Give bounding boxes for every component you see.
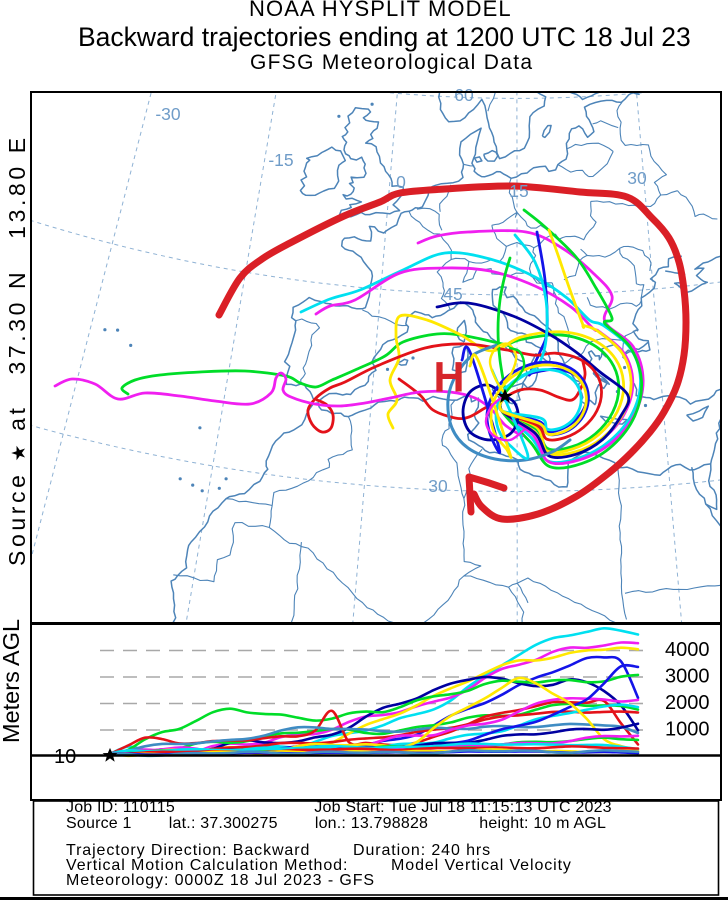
svg-text:15: 15	[509, 181, 528, 201]
svg-text:30: 30	[627, 168, 647, 188]
svg-text:-15: -15	[268, 150, 293, 170]
svg-text:60: 60	[454, 85, 474, 105]
svg-text:10: 10	[54, 746, 76, 768]
svg-text:1000: 1000	[665, 719, 710, 741]
svg-text:H: H	[434, 354, 465, 402]
svg-text:3000: 3000	[665, 666, 710, 688]
svg-text:45: 45	[443, 284, 462, 304]
svg-text:4000: 4000	[665, 639, 710, 661]
svg-text:0: 0	[396, 172, 406, 192]
svg-text:2000: 2000	[665, 692, 710, 714]
svg-text:-30: -30	[155, 104, 181, 124]
svg-text:30: 30	[428, 476, 448, 496]
